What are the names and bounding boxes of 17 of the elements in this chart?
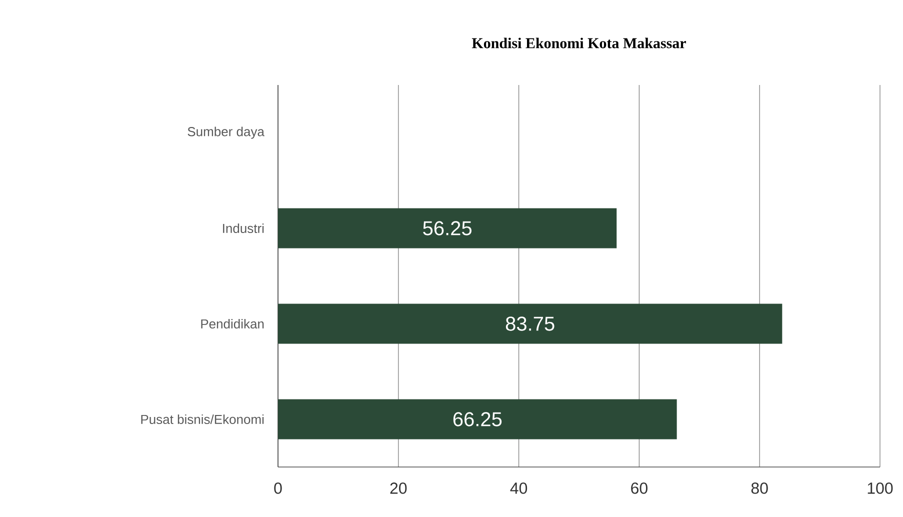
y-tick-label: Pusat bisnis/Ekonomi	[141, 414, 264, 424]
y-tick-label: Industri	[223, 223, 264, 234]
data-label: 66.25	[453, 412, 502, 426]
bar	[278, 304, 782, 344]
data-label: 56.25	[423, 221, 472, 236]
chart-title: Kondisi Ekonomi Kota Makassar	[472, 38, 686, 48]
x-tick-label: 60	[631, 482, 648, 494]
data-label: 83.75	[506, 316, 554, 331]
x-tick-label: 100	[868, 482, 893, 494]
x-tick-label: 20	[390, 482, 407, 494]
y-tick-label: Sumber daya	[188, 126, 264, 139]
x-tick-label: 40	[510, 482, 528, 494]
x-tick-label: 0	[274, 482, 282, 494]
bar	[278, 399, 677, 440]
y-tick-label: Pendidikan	[201, 318, 264, 329]
x-tick-label: 80	[751, 482, 768, 494]
bar	[278, 208, 617, 248]
